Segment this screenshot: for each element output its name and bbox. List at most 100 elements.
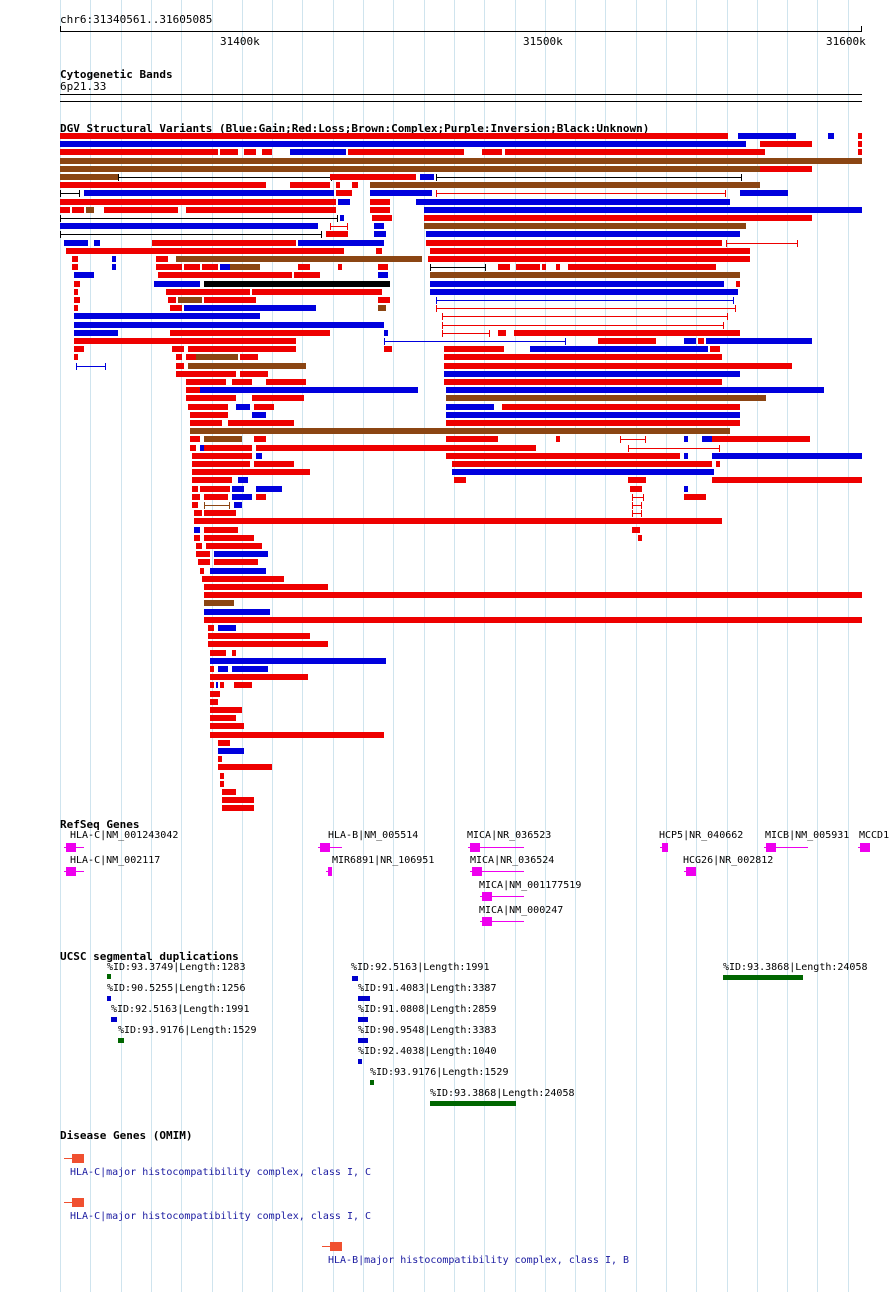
dgv-variant-loss[interactable] [428, 256, 750, 262]
dgv-variant-loss[interactable] [210, 707, 242, 713]
dgv-variant-loss[interactable] [446, 453, 680, 459]
gene-label-mica-3[interactable]: MICA|NM_001177519 [479, 880, 582, 891]
dgv-variant-gain[interactable] [444, 371, 740, 377]
dgv-variant-loss[interactable] [336, 190, 352, 196]
dgv-variant-loss[interactable] [290, 182, 330, 188]
dgv-variant-loss[interactable] [72, 256, 78, 262]
gene-exon[interactable] [328, 867, 332, 876]
dgv-variant-loss[interactable] [176, 363, 184, 369]
gene-label-hcp5[interactable]: HCP5|NR_040662 [659, 830, 744, 841]
dgv-variant-gain[interactable] [232, 494, 252, 500]
dgv-variant-loss[interactable] [198, 461, 250, 467]
gene-exon[interactable] [766, 843, 776, 852]
dgv-variant-complex[interactable] [424, 223, 746, 229]
dgv-variant-loss[interactable] [72, 207, 84, 213]
dgv-variant-loss[interactable] [204, 445, 252, 451]
dgv-variant-loss[interactable] [338, 264, 342, 270]
dgv-variant-unknown[interactable] [60, 193, 80, 194]
dgv-variant-loss[interactable] [222, 805, 254, 811]
dgv-variant-gain[interactable] [416, 199, 730, 205]
dgv-variant-loss[interactable] [716, 461, 720, 467]
dgv-variant-gain[interactable] [74, 272, 94, 278]
dgv-variant-gain[interactable] [256, 453, 262, 459]
dgv-variant-loss[interactable] [436, 193, 726, 194]
dgv-variant-loss[interactable] [240, 354, 258, 360]
dgv-variant-gain[interactable] [446, 412, 740, 418]
segdup-bar[interactable] [430, 1101, 516, 1106]
omim-label-hla-b[interactable]: HLA-B|major histocompatibility complex, … [328, 1255, 630, 1266]
dgv-variant-loss[interactable] [252, 395, 304, 401]
dgv-variant-loss[interactable] [348, 149, 464, 155]
gene-exon[interactable] [860, 843, 870, 852]
dgv-variant-loss[interactable] [632, 527, 640, 533]
segdup-track-title[interactable]: UCSC segmental duplications [60, 950, 239, 963]
gene-exon[interactable] [66, 867, 76, 876]
dgv-variant-gain[interactable] [384, 330, 388, 336]
dgv-variant-loss[interactable] [760, 141, 812, 147]
dgv-variant-loss[interactable] [444, 346, 504, 352]
dgv-variant-loss[interactable] [204, 584, 328, 590]
dgv-variant-loss[interactable] [568, 264, 716, 270]
dgv-variant-gain[interactable] [94, 240, 100, 246]
dgv-track-title[interactable]: DGV Structural Variants (Blue:Gain;Red:L… [60, 122, 650, 135]
dgv-variant-loss[interactable] [74, 281, 80, 287]
dgv-variant-loss[interactable] [204, 527, 238, 533]
dgv-variant-loss[interactable] [200, 486, 230, 492]
dgv-variant-gain[interactable] [430, 289, 738, 295]
dgv-variant-loss[interactable] [210, 732, 384, 738]
dgv-variant-loss[interactable] [186, 395, 236, 401]
dgv-variant-gain[interactable] [60, 223, 318, 229]
dgv-variant-loss[interactable] [628, 448, 720, 449]
dgv-variant-complex[interactable] [60, 174, 118, 180]
dgv-variant-loss[interactable] [176, 371, 186, 377]
dgv-variant-loss[interactable] [542, 264, 546, 270]
gene-label-mica-2[interactable]: MICA|NR_036524 [470, 855, 555, 866]
dgv-variant-loss[interactable] [210, 666, 214, 672]
dgv-variant-loss[interactable] [188, 404, 228, 410]
dgv-variant-loss[interactable] [378, 264, 388, 270]
dgv-variant-loss[interactable] [556, 264, 560, 270]
dgv-variant-loss[interactable] [196, 543, 202, 549]
dgv-variant-loss[interactable] [228, 420, 294, 426]
dgv-variant-gain[interactable] [200, 387, 212, 393]
dgv-variant-complex[interactable] [196, 354, 238, 360]
dgv-variant-loss[interactable] [254, 436, 266, 442]
dgv-variant-gain[interactable] [740, 190, 788, 196]
dgv-variant-loss[interactable] [190, 445, 196, 451]
dgv-variant-loss[interactable] [170, 330, 330, 336]
gene-label-mica-1[interactable]: MICA|NR_036523 [467, 830, 552, 841]
dgv-variant-loss[interactable] [204, 510, 236, 516]
dgv-variant-gain[interactable] [298, 240, 384, 246]
dgv-variant-loss[interactable] [222, 789, 236, 795]
refseq-track-title[interactable]: RefSeq Genes [60, 818, 140, 831]
dgv-variant-gain[interactable] [232, 666, 268, 672]
dgv-variant-loss[interactable] [166, 289, 250, 295]
dgv-variant-loss[interactable] [436, 308, 736, 309]
omim-exon[interactable] [330, 1242, 342, 1251]
dgv-variant-loss[interactable] [298, 264, 310, 270]
dgv-variant-loss[interactable] [156, 256, 168, 262]
dgv-variant-gain[interactable] [684, 436, 688, 442]
dgv-variant-loss[interactable] [234, 682, 252, 688]
dgv-variant-loss[interactable] [244, 149, 256, 155]
dgv-variant-loss[interactable] [352, 182, 358, 188]
dgv-variant-loss[interactable] [326, 231, 348, 237]
dgv-variant-loss[interactable] [60, 199, 336, 205]
dgv-variant-gain[interactable] [738, 133, 796, 139]
dgv-variant-loss[interactable] [198, 477, 232, 483]
dgv-variant-loss[interactable] [74, 297, 80, 303]
dgv-variant-loss[interactable] [210, 691, 220, 697]
dgv-variant-gain[interactable] [218, 666, 228, 672]
segdup-bar[interactable] [107, 996, 111, 1001]
dgv-variant-loss[interactable] [710, 346, 720, 352]
dgv-variant-loss[interactable] [444, 354, 722, 360]
dgv-variant-loss[interactable] [200, 568, 204, 574]
dgv-variant-gain[interactable] [446, 387, 824, 393]
dgv-variant-loss[interactable] [426, 240, 722, 246]
dgv-variant-complex[interactable] [190, 428, 730, 434]
dgv-variant-gain[interactable] [60, 141, 746, 147]
dgv-variant-complex[interactable] [230, 264, 260, 270]
dgv-variant-loss[interactable] [252, 289, 382, 295]
dgv-variant-gain[interactable] [706, 338, 812, 344]
dgv-variant-loss[interactable] [210, 723, 244, 729]
